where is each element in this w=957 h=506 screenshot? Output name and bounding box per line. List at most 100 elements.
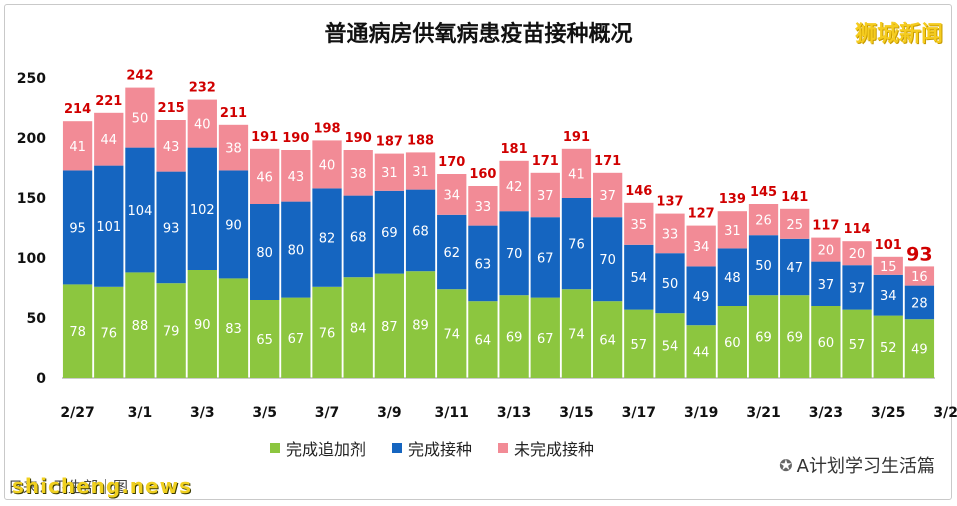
bar-segment-unvaccinated <box>811 237 841 262</box>
bar-segment-booster <box>686 325 716 378</box>
bar-total-label: 127 <box>688 207 715 222</box>
bar-segment-unvaccinated <box>343 150 373 196</box>
bar-segment-booster <box>437 289 467 378</box>
bar-segment-booster <box>125 272 155 378</box>
x-tick-label: 3/19 <box>684 405 718 421</box>
segment-value-label: 54 <box>662 340 679 355</box>
segment-value-label: 67 <box>537 251 554 266</box>
segment-value-label: 43 <box>163 140 180 155</box>
bar-segment-vaccinated <box>561 198 592 290</box>
x-tick-label: 3/11 <box>435 405 469 421</box>
segment-value-label: 104 <box>128 204 153 219</box>
bar-segment-booster <box>156 283 186 378</box>
bar-total-label: 145 <box>750 185 777 200</box>
y-tick-label: 250 <box>17 71 46 87</box>
segment-value-label: 70 <box>599 253 616 268</box>
segment-value-label: 70 <box>506 247 523 262</box>
segment-value-label: 54 <box>631 271 648 286</box>
x-tick-label: 3/25 <box>871 405 905 421</box>
x-tick-label: 3/15 <box>559 405 593 421</box>
bar-segment-unvaccinated <box>686 225 716 267</box>
segment-value-label: 88 <box>132 319 149 334</box>
segment-value-label: 48 <box>724 271 741 286</box>
bar-total-label: 117 <box>812 219 839 234</box>
segment-value-label: 80 <box>288 244 305 259</box>
bar-segment-unvaccinated <box>592 172 623 218</box>
wechat-icon: ✪ <box>779 455 793 475</box>
bar-total-label: 139 <box>719 192 746 207</box>
bar-total-label: 114 <box>843 222 870 237</box>
bar-segment-unvaccinated <box>125 87 155 148</box>
segment-value-label: 74 <box>443 328 460 343</box>
segment-value-label: 90 <box>225 218 242 233</box>
bar-segment-vaccinated <box>374 190 405 274</box>
chart-legend: 完成追加剂 完成接种 未完成接种 <box>270 436 594 460</box>
y-tick-label: 100 <box>17 251 46 267</box>
bar-segment-vaccinated <box>873 274 903 316</box>
bar-total-label: 191 <box>563 130 590 145</box>
bar-total-label: 221 <box>95 94 122 109</box>
segment-value-label: 95 <box>69 221 86 236</box>
segment-value-label: 78 <box>69 325 86 340</box>
x-tick-label: 3/17 <box>622 405 656 421</box>
segment-value-label: 38 <box>350 167 367 182</box>
bar-segment-vaccinated <box>499 211 529 296</box>
legend-swatch-vaccinated <box>392 443 403 453</box>
segment-value-label: 50 <box>755 259 772 274</box>
segment-value-label: 20 <box>818 244 835 259</box>
y-tick-label: 200 <box>17 131 46 147</box>
bar-segment-booster <box>780 295 810 378</box>
bar-segment-vaccinated <box>405 189 436 272</box>
bar-segment-vaccinated <box>250 204 280 300</box>
segment-value-label: 37 <box>537 189 554 204</box>
bar-segment-vaccinated <box>686 266 716 326</box>
bar-segment-vaccinated <box>780 238 810 296</box>
bar-total-label: 160 <box>469 167 496 182</box>
segment-value-label: 42 <box>506 180 523 195</box>
bar-segment-booster <box>530 297 560 378</box>
segment-value-label: 28 <box>911 296 928 311</box>
segment-value-label: 90 <box>194 318 211 333</box>
segment-value-label: 57 <box>849 338 866 353</box>
segment-value-label: 67 <box>537 332 554 347</box>
segment-value-label: 79 <box>163 325 180 340</box>
legend-swatch-booster <box>270 443 280 453</box>
segment-value-label: 52 <box>880 341 897 356</box>
bar-segment-unvaccinated <box>780 208 810 239</box>
bar-segment-unvaccinated <box>530 172 560 218</box>
segment-value-label: 63 <box>475 257 492 272</box>
bar-segment-booster <box>468 301 498 378</box>
bar-total-label: 214 <box>64 102 91 117</box>
legend-item-booster: 完成追加剂 <box>270 436 366 460</box>
bar-segment-unvaccinated <box>218 124 249 171</box>
bar-total-label: 191 <box>251 130 278 145</box>
bar-segment-unvaccinated <box>374 153 405 191</box>
bar-segment-unvaccinated <box>873 256 903 275</box>
segment-value-label: 50 <box>662 277 679 292</box>
legend-label-booster: 完成追加剂 <box>286 440 367 459</box>
bar-total-label: 215 <box>158 101 185 116</box>
segment-value-label: 89 <box>412 319 429 334</box>
legend-label-unvaccinated: 未完成接种 <box>514 440 595 459</box>
bar-segment-booster <box>592 301 623 378</box>
segment-value-label: 64 <box>475 334 492 349</box>
segment-value-label: 40 <box>194 118 211 133</box>
y-tick-label: 0 <box>36 371 46 387</box>
bar-segment-unvaccinated <box>187 99 217 148</box>
segment-value-label: 46 <box>256 170 273 185</box>
segment-value-label: 49 <box>911 343 928 358</box>
bar-segment-booster <box>405 271 436 378</box>
segment-value-label: 43 <box>288 170 305 185</box>
bar-segment-unvaccinated <box>717 211 747 249</box>
segment-value-label: 93 <box>163 221 180 236</box>
segment-value-label: 47 <box>786 261 803 276</box>
segment-value-label: 68 <box>350 230 367 245</box>
segment-value-label: 84 <box>350 322 367 337</box>
segment-value-label: 64 <box>599 334 616 349</box>
bar-segment-unvaccinated <box>748 204 779 236</box>
segment-value-label: 34 <box>443 188 460 203</box>
bar-segment-booster <box>561 289 592 378</box>
bar-total-label: 190 <box>345 131 372 146</box>
bar-segment-vaccinated <box>125 147 155 273</box>
